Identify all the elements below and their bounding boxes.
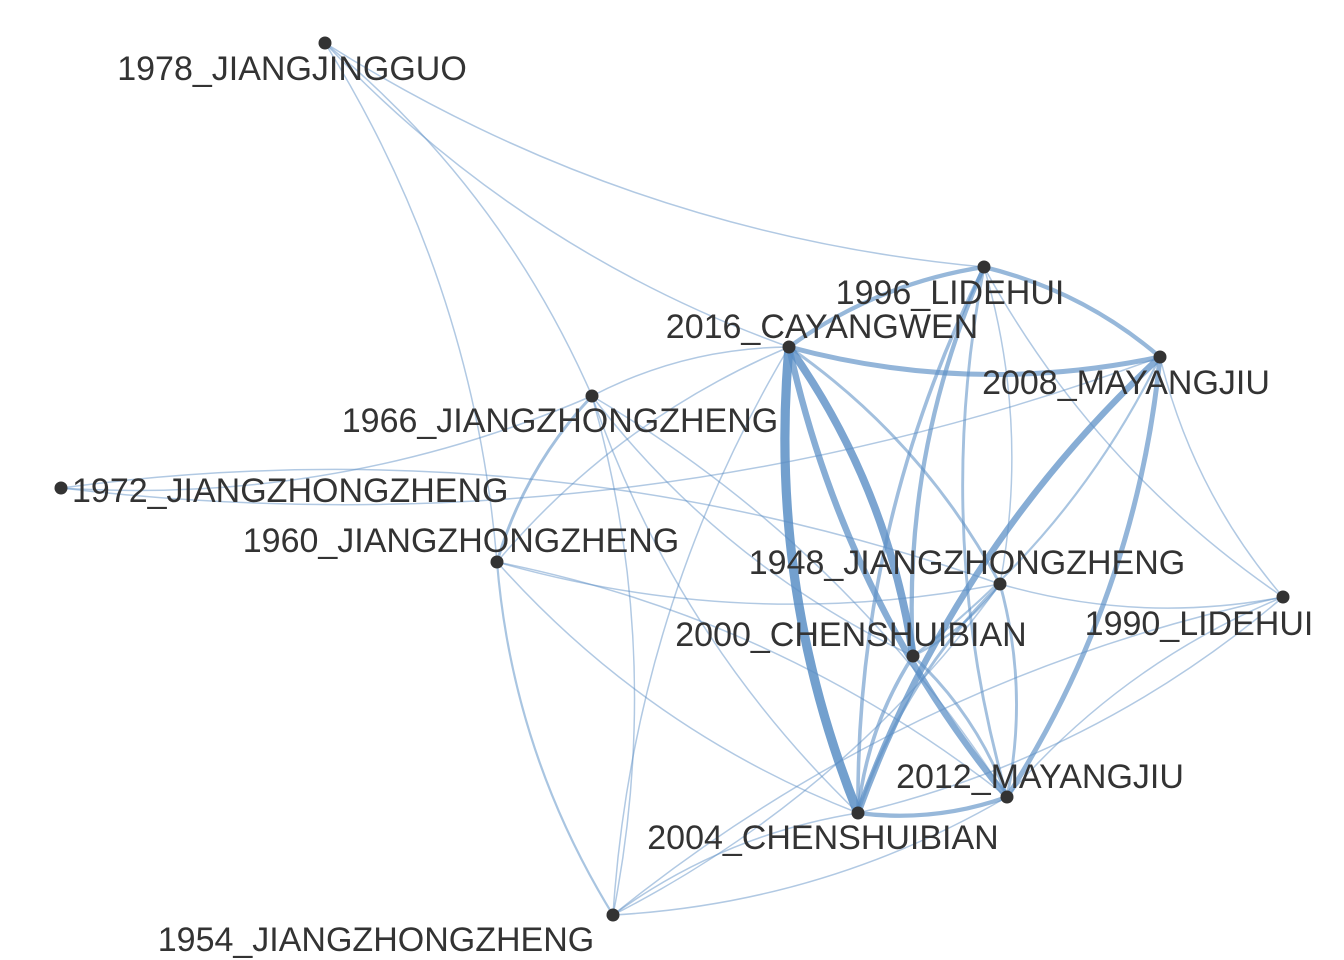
node-1954-jiangzhongzheng[interactable] <box>606 908 620 922</box>
edge-2016-cayangwen-to-2012-mayangjiu <box>785 343 1011 801</box>
edge-1954-jiangzhongzheng-to-2004-chenshuibian <box>612 812 859 916</box>
node-2012-mayangjiu[interactable] <box>1000 790 1014 804</box>
edge-1972-jiangzhongzheng-to-1948-jiangzhongzheng <box>60 468 1001 585</box>
node-1960-jiangzhongzheng[interactable] <box>490 555 504 569</box>
edge-2008-mayangjiu-to-2004-chenshuibian <box>854 353 1164 817</box>
edge-1996-lidehui-to-1948-jiangzhongzheng <box>983 266 1013 585</box>
node-label-2012-mayangjiu: 2012_MAYANGJIU <box>896 758 1184 796</box>
node-1972-jiangzhongzheng[interactable] <box>54 481 68 495</box>
edge-2004-chenshuibian-to-1990-lidehui <box>857 596 1284 814</box>
node-label-2000-chenshuibian: 2000_CHENSHUIBIAN <box>675 616 1026 654</box>
edge-1966-jiangzhongzheng-to-1972-jiangzhongzheng <box>60 395 593 492</box>
edge-1978-jiangjingguo-to-1960-jiangzhongzheng <box>324 42 498 563</box>
edge-2008-mayangjiu-to-1996-lidehui <box>981 264 1163 360</box>
node-label-2008-mayangjiu: 2008_MAYANGJIU <box>982 364 1270 402</box>
edge-1960-jiangzhongzheng-to-2004-chenshuibian <box>496 561 859 814</box>
edge-2016-cayangwen-to-2000-chenshuibian <box>785 343 917 660</box>
edge-2008-mayangjiu-to-2012-mayangjiu <box>1004 354 1163 800</box>
edge-2004-chenshuibian-to-1996-lidehui <box>856 265 986 815</box>
edge-2016-cayangwen-to-2004-chenshuibian <box>780 342 863 818</box>
node-label-1948-jiangzhongzheng: 1948_JIANGZHONGZHENG <box>749 544 1185 582</box>
node-1948-jiangzhongzheng[interactable] <box>993 577 1007 591</box>
edge-2016-cayangwen-to-1996-lidehui <box>786 264 987 350</box>
node-label-1954-jiangzhongzheng: 1954_JIANGZHONGZHENG <box>158 921 594 959</box>
edge-2016-cayangwen-to-2008-mayangjiu <box>786 344 1163 378</box>
node-2004-chenshuibian[interactable] <box>851 806 865 820</box>
edge-1978-jiangjingguo-to-2016-cayangwen <box>324 42 790 348</box>
edge-2012-mayangjiu-to-1990-lidehui <box>1006 596 1284 798</box>
node-label-1978-jiangjingguo: 1978_JIANGJINGGUO <box>117 50 467 88</box>
edge-1954-jiangzhongzheng-to-2012-mayangjiu <box>612 796 1008 916</box>
edge-1966-jiangzhongzheng-to-2000-chenshuibian <box>591 395 914 657</box>
node-label-1972-jiangzhongzheng: 1972_JIANGZHONGZHENG <box>72 472 508 510</box>
edge-2000-chenshuibian-to-1996-lidehui <box>909 264 987 659</box>
node-1990-lidehui[interactable] <box>1276 590 1290 604</box>
edge-1966-jiangzhongzheng-to-2012-mayangjiu <box>591 395 1008 798</box>
edge-2004-chenshuibian-to-1948-jiangzhongzheng <box>856 582 1002 815</box>
edge-1960-jiangzhongzheng-to-2012-mayangjiu <box>496 561 1008 798</box>
node-2008-mayangjiu[interactable] <box>1153 350 1167 364</box>
edge-2008-mayangjiu-to-1990-lidehui <box>1159 356 1284 598</box>
nodes-layer <box>54 36 1290 922</box>
edge-1954-jiangzhongzheng-to-1990-lidehui <box>612 596 1284 916</box>
edge-1966-jiangzhongzheng-to-2016-cayangwen <box>591 346 790 397</box>
edge-1948-jiangzhongzheng-to-1990-lidehui <box>999 583 1284 609</box>
edge-2012-mayangjiu-to-1996-lidehui <box>961 265 1009 799</box>
edge-1966-jiangzhongzheng-to-1978-jiangjingguo <box>324 42 593 397</box>
node-2016-cayangwen[interactable] <box>782 340 796 354</box>
node-label-2016-cayangwen: 2016_CAYANGWEN <box>666 308 978 346</box>
node-label-1960-jiangzhongzheng: 1960_JIANGZHONGZHENG <box>243 522 679 560</box>
node-label-1996-lidehui: 1996_LIDEHUI <box>836 274 1065 312</box>
node-1996-lidehui[interactable] <box>977 260 991 274</box>
edge-1996-lidehui-to-1990-lidehui <box>983 266 1284 598</box>
edge-1966-jiangzhongzheng-to-1954-jiangzhongzheng <box>591 395 636 916</box>
labels-layer: 1978_JIANGJINGGUO 1996_LIDEHUI2016_CAYANG… <box>72 50 1313 959</box>
node-label-2004-chenshuibian: 2004_CHENSHUIBIAN <box>647 819 998 857</box>
edge-2000-chenshuibian-to-2004-chenshuibian <box>856 654 915 815</box>
edge-1972-jiangzhongzheng-to-2008-mayangjiu <box>60 356 1161 506</box>
edge-2004-chenshuibian-to-2012-mayangjiu <box>855 794 1010 818</box>
edge-1978-jiangjingguo-to-1996-lidehui <box>324 42 985 268</box>
node-1978-jiangjingguo[interactable] <box>318 36 332 50</box>
edge-1960-jiangzhongzheng-to-1948-jiangzhongzheng <box>496 561 1001 605</box>
node-1966-jiangzhongzheng[interactable] <box>585 389 599 403</box>
node-label-1990-lidehui: 1990_LIDEHUI <box>1085 605 1314 643</box>
edge-1960-jiangzhongzheng-to-1966-jiangzhongzheng <box>495 394 594 564</box>
node-2000-chenshuibian[interactable] <box>906 649 920 663</box>
edge-1960-jiangzhongzheng-to-1954-jiangzhongzheng <box>495 560 615 917</box>
edges-layer <box>60 42 1284 917</box>
edge-2012-mayangjiu-to-1948-jiangzhongzheng <box>998 582 1018 799</box>
edge-1966-jiangzhongzheng-to-2004-chenshuibian <box>591 395 859 814</box>
edge-1954-jiangzhongzheng-to-2016-cayangwen <box>612 346 790 916</box>
edge-1960-jiangzhongzheng-to-2016-cayangwen <box>496 346 790 563</box>
node-label-1966-jiangzhongzheng: 1966_JIANGZHONGZHENG <box>342 402 778 440</box>
edge-1954-jiangzhongzheng-to-1948-jiangzhongzheng <box>612 583 1001 916</box>
edge-2008-mayangjiu-to-2000-chenshuibian <box>911 355 1162 658</box>
